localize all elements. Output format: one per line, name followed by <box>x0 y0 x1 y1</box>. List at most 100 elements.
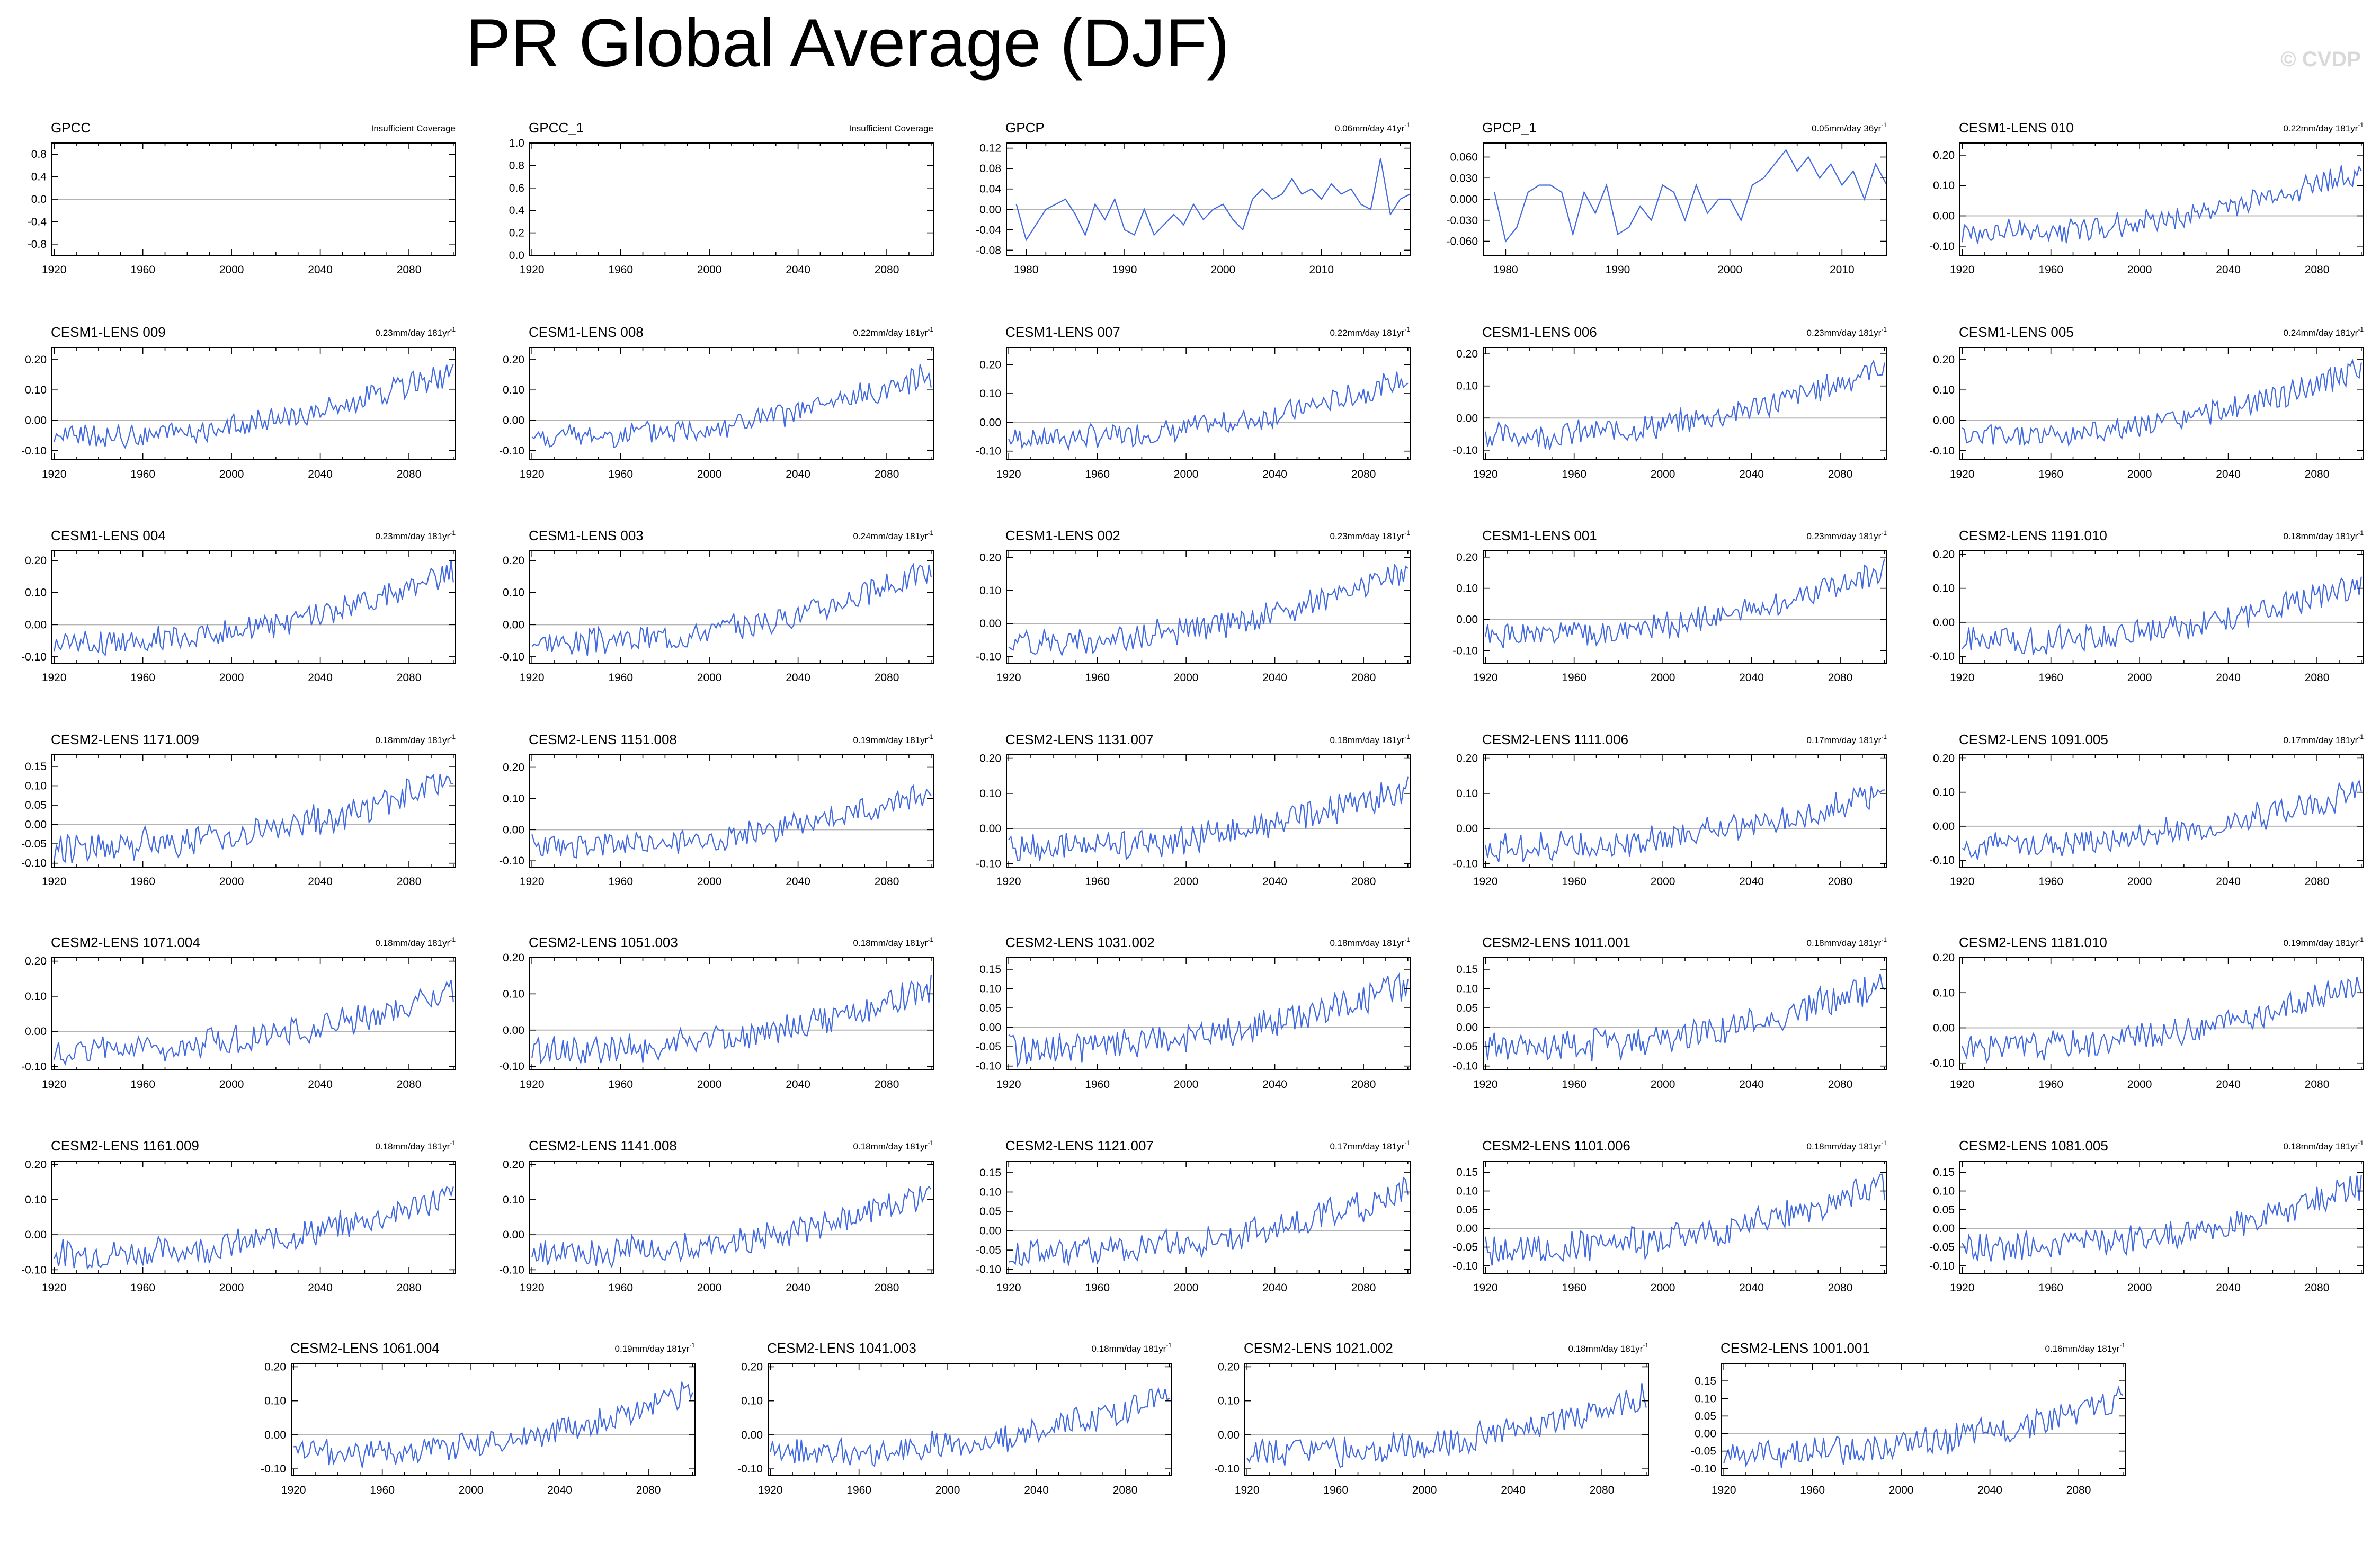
panel-title: CESM2-LENS 1011.001 <box>1482 934 1630 950</box>
x-tick-label: 1920 <box>1950 1282 1975 1294</box>
x-tick-label: 1960 <box>2038 1078 2063 1091</box>
y-tick-label: -0.10 <box>1452 858 1478 870</box>
panel-trend-stat-superscript: -1 <box>928 326 933 333</box>
x-tick-label: 2040 <box>1262 876 1287 888</box>
panel-title: CESM2-LENS 1021.002 <box>1244 1340 1393 1356</box>
x-tick-label: 1980 <box>1493 264 1518 276</box>
series-line <box>54 560 454 657</box>
x-tick-label: 2040 <box>2216 1078 2241 1091</box>
panel-trend-stat: 0.22mm/day 181yr-1 <box>1330 326 1411 338</box>
series-line <box>531 563 932 656</box>
x-tick-label: 2000 <box>1174 672 1199 684</box>
y-tick-label: 0.05 <box>1456 1002 1478 1014</box>
y-tick-label: -0.10 <box>1929 240 1955 253</box>
y-tick-label: 0.10 <box>503 792 524 805</box>
x-tick-label: 2000 <box>697 468 722 480</box>
series-line <box>1015 158 1411 242</box>
x-tick-label: 1960 <box>1085 1078 1110 1091</box>
y-tick-label: 0.20 <box>503 555 524 567</box>
panel-title: GPCC_1 <box>529 120 584 136</box>
x-tick-label: 2080 <box>397 1078 422 1091</box>
panel-trend-stat-superscript: -1 <box>450 733 456 740</box>
panel-title: CESM1-LENS 010 <box>1959 120 2074 136</box>
chart-panel: CESM2-LENS 1091.005 0.17mm/day 181yr-1 192… <box>1929 731 2364 888</box>
y-tick-label: 0.10 <box>1456 788 1478 800</box>
panel-title: GPCP <box>1005 120 1045 136</box>
y-tick-label: 0.0 <box>31 193 47 206</box>
y-tick-label: -0.10 <box>976 651 1001 663</box>
y-tick-label: 0.8 <box>509 159 524 172</box>
y-tick-label: 0.00 <box>1456 823 1478 835</box>
y-tick-label: 0.10 <box>979 983 1001 995</box>
y-tick-label: -0.05 <box>1452 1242 1478 1254</box>
chart-panel: CESM1-LENS 004 0.23mm/day 181yr-1 1920 1960… <box>21 528 456 684</box>
x-tick-label: 2000 <box>1174 1078 1199 1091</box>
x-tick-label: 2040 <box>2216 876 2241 888</box>
y-tick-label: 0.00 <box>25 415 47 427</box>
y-tick-label: 0.00 <box>1933 1022 1955 1034</box>
x-tick-label: 1920 <box>42 876 67 888</box>
x-tick-label: 1960 <box>1562 876 1586 888</box>
panel-title: CESM2-LENS 1161.009 <box>51 1138 199 1154</box>
x-tick-label: 1960 <box>608 1282 633 1294</box>
y-tick-label: 0.10 <box>25 780 47 792</box>
y-tick-label: 0.00 <box>1456 614 1478 626</box>
x-tick-label: 1920 <box>1950 264 1975 276</box>
y-tick-label: 0.10 <box>25 990 47 1003</box>
panel-trend-stat: 0.22mm/day 181yr-1 <box>853 326 934 338</box>
panel-title: CESM2-LENS 1071.004 <box>51 934 200 950</box>
y-tick-label: 0.8 <box>31 148 47 160</box>
panel-trend-stat-superscript: -1 <box>1643 1342 1648 1349</box>
y-tick-label: 0.6 <box>509 182 524 194</box>
y-tick-label: -0.04 <box>976 224 1001 236</box>
panel-trend-stat: Insufficient Coverage <box>849 123 933 133</box>
chart-panel: CESM2-LENS 1131.007 0.18mm/day 181yr-1 192… <box>976 731 1411 888</box>
chart-panel: CESM1-LENS 005 0.24mm/day 181yr-1 1920 1960… <box>1929 324 2364 480</box>
chart-panel: CESM2-LENS 1061.004 0.19mm/day 181yr-1 192… <box>261 1340 696 1496</box>
panel-trend-stat: 0.18mm/day 181yr-1 <box>2284 529 2364 541</box>
y-tick-label: 0.10 <box>1695 1393 1716 1405</box>
panel-title: CESM1-LENS 001 <box>1482 528 1597 543</box>
series-line <box>1246 1383 1647 1468</box>
y-tick-label: 0.12 <box>979 142 1001 155</box>
x-tick-label: 2000 <box>1174 468 1199 480</box>
y-tick-label: 0.15 <box>1456 1166 1478 1179</box>
panel-trend-stat-superscript: -1 <box>1404 121 1410 129</box>
panel-trend-stat-superscript: -1 <box>2358 733 2364 740</box>
x-tick-label: 2040 <box>308 1078 333 1091</box>
x-tick-label: 1960 <box>1085 672 1110 684</box>
panel-trend-stat-superscript: -1 <box>450 1139 456 1147</box>
x-tick-label: 2080 <box>2305 468 2330 480</box>
y-tick-label: 0.10 <box>1933 987 1955 999</box>
x-tick-label: 1920 <box>1712 1484 1736 1496</box>
y-tick-label: 0.10 <box>979 788 1001 800</box>
y-tick-label: 0.00 <box>503 619 524 631</box>
x-tick-label: 2040 <box>308 672 333 684</box>
series-line <box>1485 1173 1885 1266</box>
series-line <box>54 774 453 863</box>
x-tick-label: 2080 <box>397 468 422 480</box>
x-tick-label: 1920 <box>996 468 1021 480</box>
panel-trend-stat: 0.18mm/day 181yr-1 <box>1330 733 1411 745</box>
x-tick-label: 1960 <box>1085 468 1110 480</box>
y-tick-label: 0.10 <box>1933 1185 1955 1198</box>
x-tick-label: 2000 <box>697 672 722 684</box>
x-tick-label: 2040 <box>1024 1484 1049 1496</box>
panel-trend-stat-superscript: -1 <box>1881 1139 1887 1147</box>
panel-trend-stat: 0.18mm/day 181yr-1 <box>1330 936 1411 948</box>
series-line <box>1962 576 2362 655</box>
series-line <box>1962 165 2362 244</box>
chart-panel: CESM2-LENS 1161.009 0.18mm/day 181yr-1 192… <box>21 1138 456 1294</box>
x-tick-label: 1920 <box>42 468 67 480</box>
chart-panel: CESM2-LENS 1011.001 0.18mm/day 181yr-1 192… <box>1452 934 1887 1091</box>
series-line <box>1008 1176 1409 1267</box>
y-tick-label: 0.00 <box>25 619 47 631</box>
series-line <box>770 1387 1170 1468</box>
x-tick-label: 2000 <box>2127 1282 2152 1294</box>
series-line <box>1962 779 2362 860</box>
y-tick-label: -0.10 <box>1929 854 1955 867</box>
x-tick-label: 2080 <box>875 264 899 276</box>
plot-frame <box>768 1363 1172 1476</box>
panel-trend-stat: 0.18mm/day 181yr-1 <box>853 1139 934 1152</box>
panel-title: CESM2-LENS 1041.003 <box>767 1340 916 1356</box>
